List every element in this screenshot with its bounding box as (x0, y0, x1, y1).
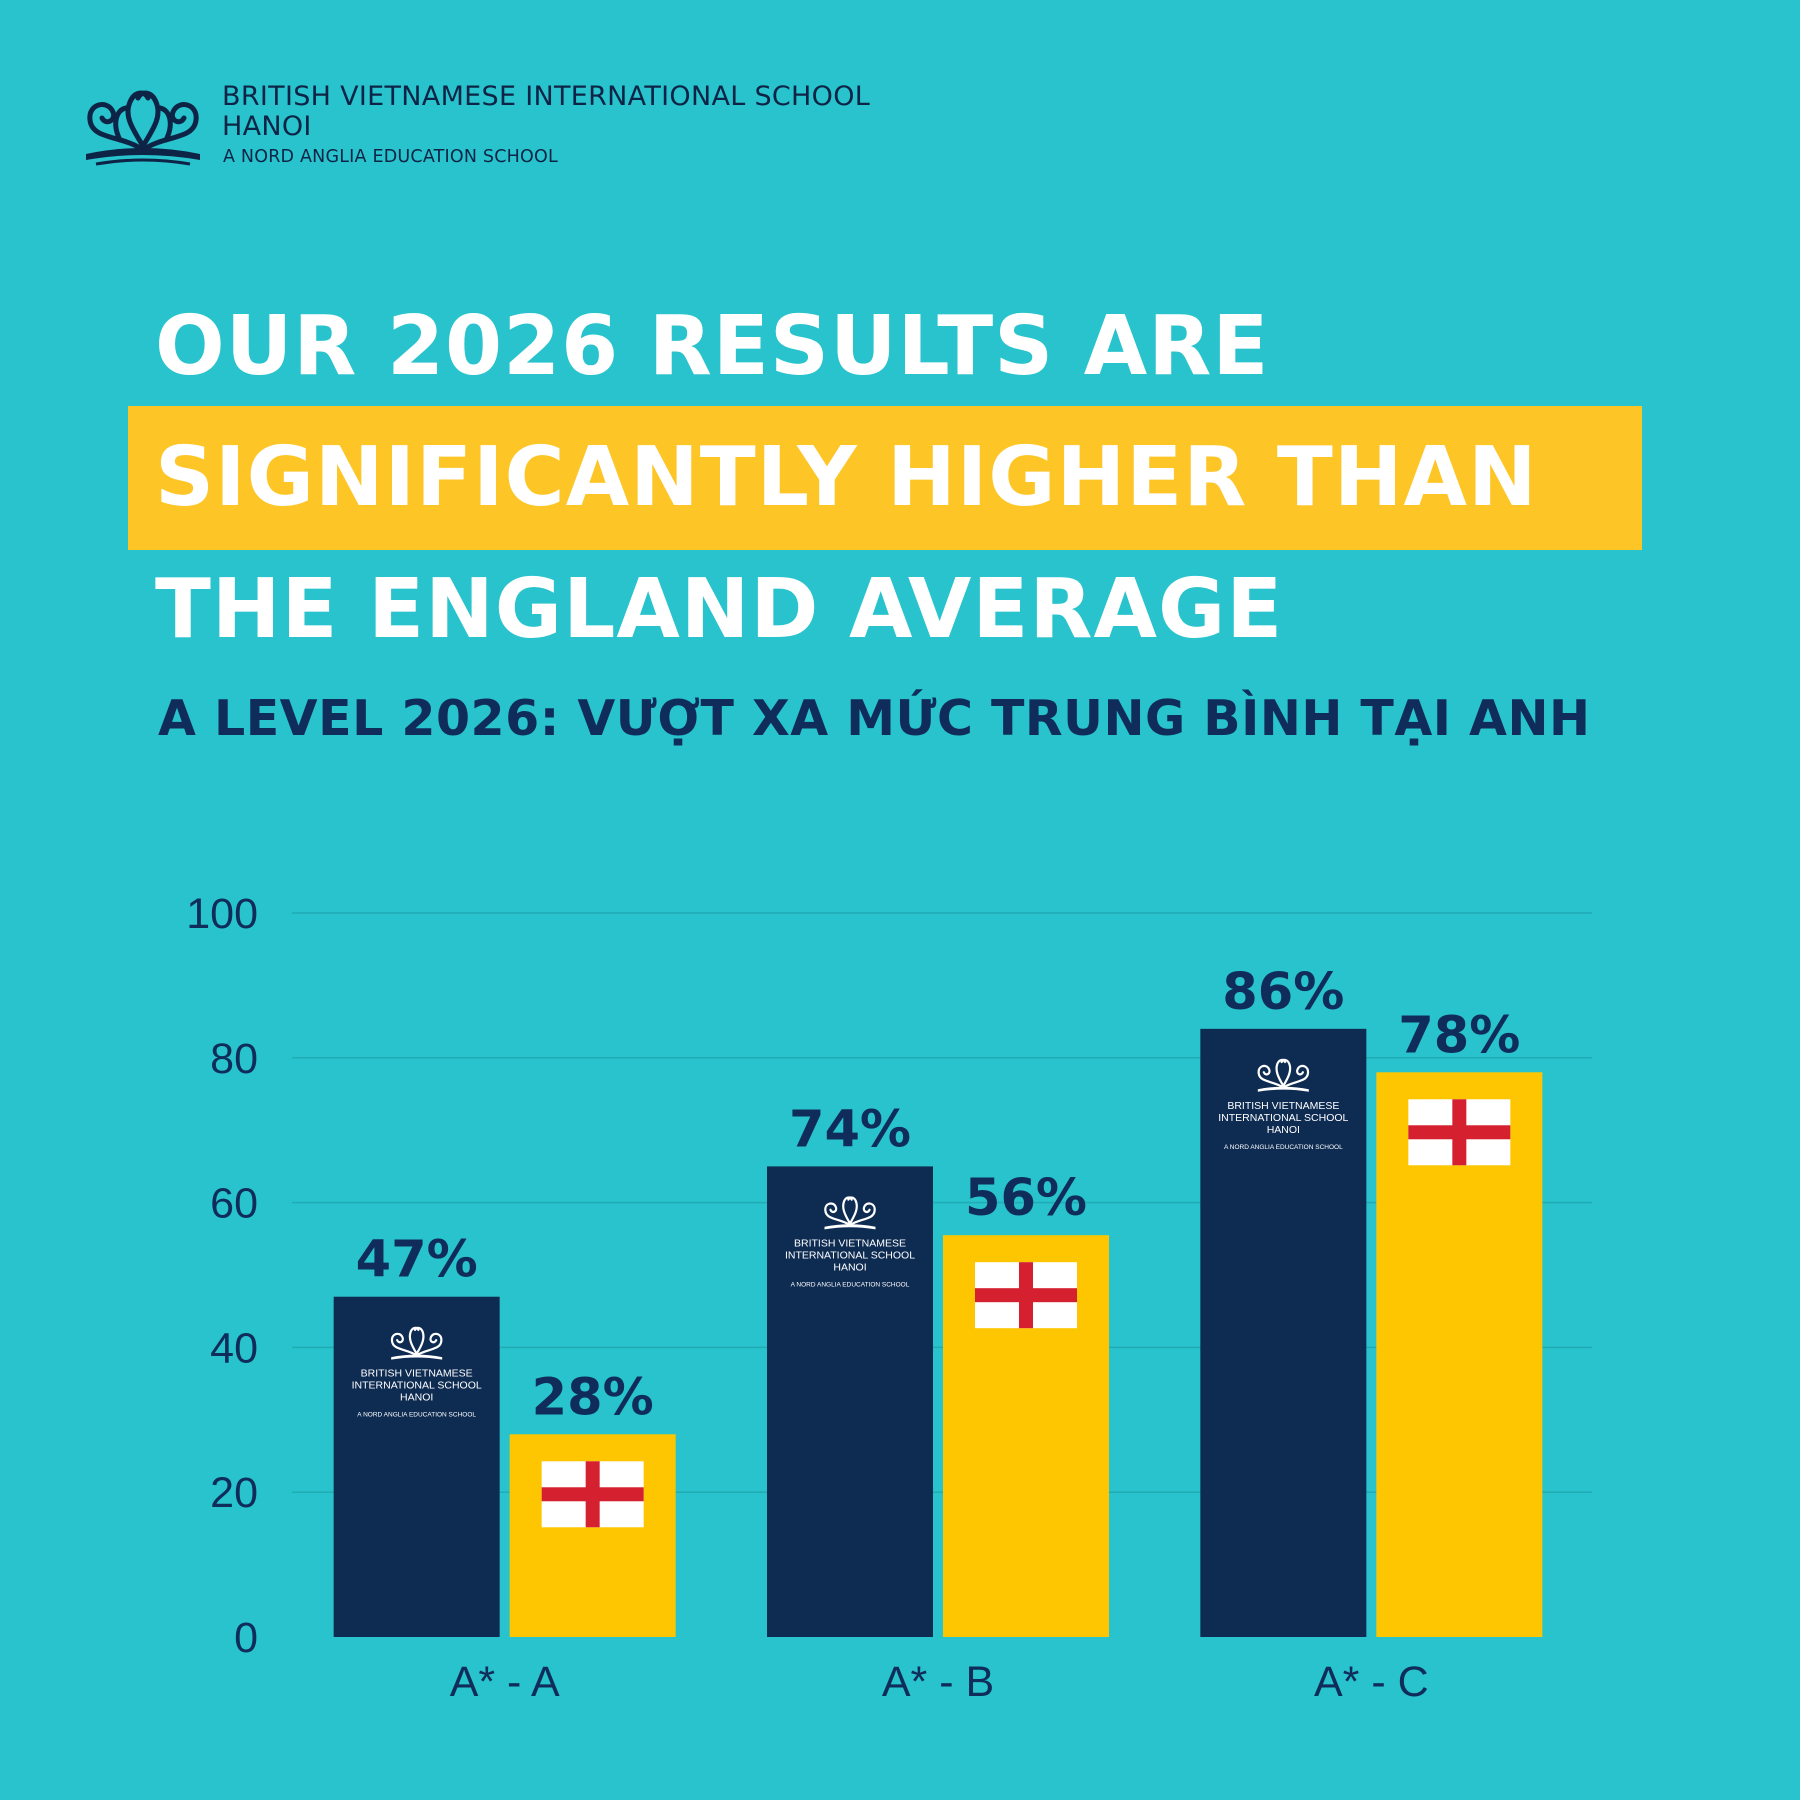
data-label: 47% (356, 1231, 478, 1290)
y-tick-label: 0 (234, 1614, 258, 1662)
school-crest-icon (390, 1326, 443, 1360)
y-tick-label: 80 (210, 1035, 258, 1083)
school-name: BRITISH VIETNAMESE INTERNATIONAL SCHOOL … (222, 82, 870, 142)
school-logo-header: BRITISH VIETNAMESE INTERNATIONAL SCHOOL … (82, 78, 962, 178)
badge-tagline: A NORD ANGLIA EDUCATION SCHOOL (791, 1281, 910, 1288)
headline-line3: THE ENGLAND AVERAGE (155, 562, 1284, 657)
england-flag-icon (1408, 1099, 1511, 1166)
data-label: 28% (532, 1368, 654, 1427)
y-tick-label: 100 (186, 890, 258, 938)
x-tick-label: A* - A (450, 1658, 560, 1706)
school-crest-icon (1257, 1058, 1310, 1092)
badge-text: INTERNATIONAL SCHOOL (1218, 1112, 1348, 1124)
badge-text: BRITISH VIETNAMESE (794, 1237, 906, 1249)
data-label: 86% (1222, 963, 1344, 1022)
school-bar (333, 1296, 500, 1637)
headline-line2: SIGNIFICANTLY HIGHER THAN (155, 430, 1538, 525)
school-name-line1: BRITISH VIETNAMESE INTERNATIONAL SCHOOL (222, 81, 871, 112)
badge-text: BRITISH VIETNAMESE (1227, 1100, 1339, 1112)
y-tick-label: 20 (210, 1469, 258, 1517)
school-bar (1200, 1028, 1367, 1637)
y-tick-label: 60 (210, 1180, 258, 1228)
x-tick-label: A* - C (1314, 1658, 1429, 1706)
badge-text: HANOI (400, 1392, 433, 1404)
badge-text: INTERNATIONAL SCHOOL (352, 1380, 482, 1392)
subtitle: A LEVEL 2026: VƯỢT XA MỨC TRUNG BÌNH TẠI… (158, 690, 1591, 747)
y-tick-label: 40 (210, 1324, 258, 1372)
headline-line1: OUR 2026 RESULTS ARE (155, 299, 1270, 394)
data-label: 74% (789, 1100, 911, 1159)
school-bar (767, 1166, 933, 1637)
headline-highlight-band (128, 406, 1642, 550)
badge-tagline: A NORD ANGLIA EDUCATION SCHOOL (1224, 1144, 1343, 1151)
badge-tagline: A NORD ANGLIA EDUCATION SCHOOL (357, 1412, 476, 1419)
badge-text: HANOI (833, 1261, 866, 1273)
data-label: 56% (965, 1169, 1087, 1228)
school-name-line2: HANOI (222, 111, 312, 142)
school-tagline: A NORD ANGLIA EDUCATION SCHOOL (223, 147, 558, 167)
england-flag-icon (975, 1262, 1077, 1329)
data-label: 78% (1398, 1006, 1520, 1065)
england-bar (1376, 1072, 1543, 1637)
school-crest-icon (824, 1196, 876, 1230)
x-tick-label: A* - B (882, 1658, 994, 1706)
school-crest-icon (86, 90, 200, 166)
england-flag-icon (541, 1461, 644, 1528)
badge-text: INTERNATIONAL SCHOOL (785, 1249, 915, 1261)
badge-text: HANOI (1267, 1124, 1300, 1136)
badge-text: BRITISH VIETNAMESE (361, 1368, 473, 1380)
